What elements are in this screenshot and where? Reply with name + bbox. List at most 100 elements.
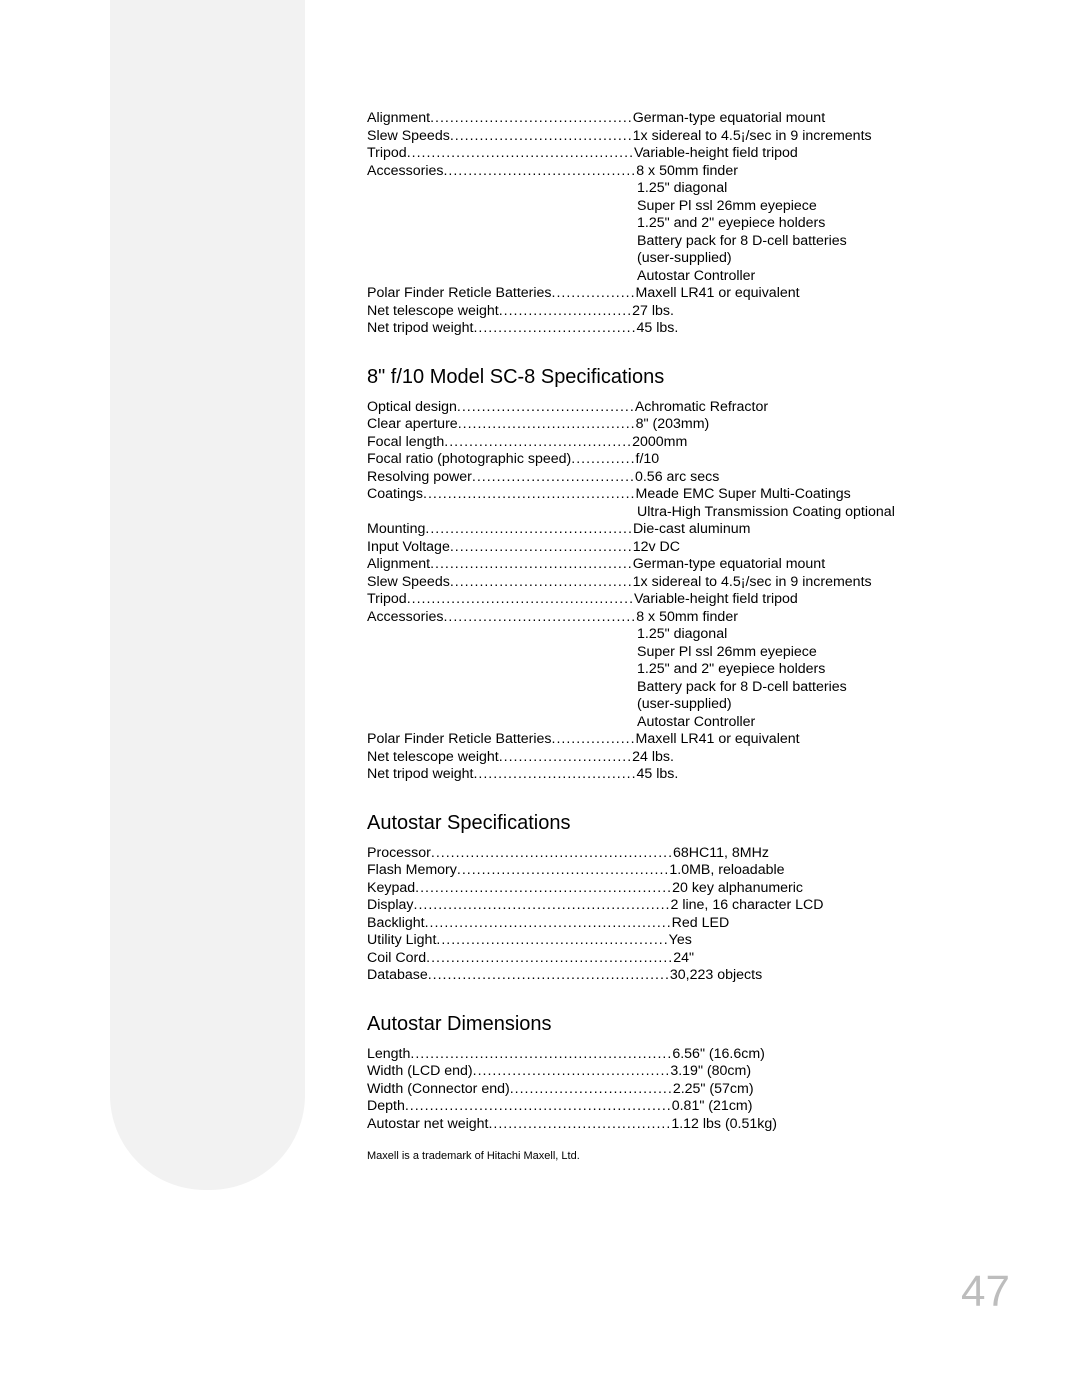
spec-label: Alignment xyxy=(367,110,430,128)
spec-value: 6.56" (16.6cm) xyxy=(672,1046,765,1064)
spec-section: 8" f/10 Model SC-8 Specifications Optical… xyxy=(367,366,1007,784)
spec-value-continuation: 1.25" and 2" eyepiece holders xyxy=(367,661,1007,679)
spec-label: Accessories xyxy=(367,609,443,627)
spec-value-continuation: (user-supplied) xyxy=(367,250,1007,268)
leader-dots: ................................. xyxy=(473,320,636,338)
spec-value-continuation: 1.25" and 2" eyepiece holders xyxy=(367,215,1007,233)
spec-value: 27 lbs. xyxy=(632,303,674,321)
spec-label: Database xyxy=(367,967,428,985)
spec-value-continuation: Battery pack for 8 D-cell batteries xyxy=(367,679,1007,697)
spec-section: Autostar Dimensions Length ..............… xyxy=(367,1013,1007,1134)
spec-value: 1x sidereal to 4.5¡/sec in 9 increments xyxy=(633,128,872,146)
spec-label: Net tripod weight xyxy=(367,766,473,784)
spec-label: Coil Cord xyxy=(367,950,426,968)
spec-value: Yes xyxy=(669,932,692,950)
leader-dots: ........................................… xyxy=(436,932,668,950)
spec-label: Focal length xyxy=(367,434,444,452)
section-title: 8" f/10 Model SC-8 Specifications xyxy=(367,366,1007,389)
page-number: 47 xyxy=(961,1267,1010,1317)
spec-row: Accessories ............................… xyxy=(367,609,1007,627)
spec-row: Width (LCD end) ........................… xyxy=(367,1063,1007,1081)
leader-dots: ................. xyxy=(552,731,636,749)
spec-value: f/10 xyxy=(636,451,660,469)
spec-label: Net telescope weight xyxy=(367,303,499,321)
spec-row: Clear aperture .........................… xyxy=(367,416,1007,434)
spec-value: 3.19" (80cm) xyxy=(670,1063,751,1081)
spec-label: Net tripod weight xyxy=(367,320,473,338)
spec-value: German-type equatorial mount xyxy=(633,556,825,574)
spec-label: Net telescope weight xyxy=(367,749,499,767)
spec-value-continuation: Super Pl ssl 26mm eyepiece xyxy=(367,644,1007,662)
spec-value: Die-cast aluminum xyxy=(633,521,750,539)
spec-value: 2.25" (57cm) xyxy=(673,1081,754,1099)
content-column: Alignment ..............................… xyxy=(367,110,1007,1161)
spec-value: 8" (203mm) xyxy=(636,416,710,434)
spec-value: 1.12 lbs (0.51kg) xyxy=(671,1116,777,1134)
spec-value: 24" xyxy=(673,950,694,968)
spec-label: Input Voltage xyxy=(367,539,450,557)
spec-value-continuation: Autostar Controller xyxy=(367,714,1007,732)
leader-dots: ........................................… xyxy=(407,591,634,609)
section-title: Autostar Specifications xyxy=(367,812,1007,835)
spec-value: 45 lbs. xyxy=(637,320,679,338)
spec-label: Tripod xyxy=(367,591,407,609)
spec-label: Tripod xyxy=(367,145,407,163)
spec-row: Input Voltage ..........................… xyxy=(367,539,1007,557)
spec-value-continuation: Autostar Controller xyxy=(367,268,1007,286)
spec-label: Depth xyxy=(367,1098,405,1116)
spec-row: Net tripod weight ......................… xyxy=(367,766,1007,784)
section-title: Autostar Dimensions xyxy=(367,1013,1007,1036)
leader-dots: ........................................… xyxy=(410,1046,672,1064)
leader-dots: ........................................… xyxy=(405,1098,672,1116)
spec-value: 2000mm xyxy=(632,434,687,452)
spec-label: Keypad xyxy=(367,880,415,898)
leader-dots: ........................................… xyxy=(423,486,636,504)
spec-label: Flash Memory xyxy=(367,862,457,880)
spec-value: 1x sidereal to 4.5¡/sec in 9 increments xyxy=(633,574,872,592)
leader-dots: ........................................… xyxy=(457,862,670,880)
spec-value-continuation: (user-supplied) xyxy=(367,696,1007,714)
spec-label: Optical design xyxy=(367,399,457,417)
spec-value-continuation: Battery pack for 8 D-cell batteries xyxy=(367,233,1007,251)
spec-label: Display xyxy=(367,897,414,915)
leader-dots: ........................................… xyxy=(407,145,634,163)
leader-dots: ................................. xyxy=(473,766,636,784)
leader-dots: ....................................... xyxy=(443,609,636,627)
leader-dots: ................................. xyxy=(510,1081,673,1099)
leader-dots: ........................................… xyxy=(428,967,670,985)
spec-row: Net tripod weight ......................… xyxy=(367,320,1007,338)
leader-dots: ........................................… xyxy=(431,845,673,863)
spec-label: Alignment xyxy=(367,556,430,574)
spec-row: Display ................................… xyxy=(367,897,1007,915)
spec-row: Polar Finder Reticle Batteries .........… xyxy=(367,731,1007,749)
leader-dots: ........................... xyxy=(499,749,632,767)
spec-value: 1.0MB, reloadable xyxy=(669,862,784,880)
leader-dots: ........................... xyxy=(499,303,632,321)
spec-value-continuation: Super Pl ssl 26mm eyepiece xyxy=(367,198,1007,216)
spec-value-continuation: 1.25" diagonal xyxy=(367,626,1007,644)
spec-label: Accessories xyxy=(367,163,443,181)
spec-label: Backlight xyxy=(367,915,425,933)
spec-value-continuation: Ultra-High Transmission Coating optional xyxy=(367,504,1007,522)
spec-section: Autostar SpecificationsProcessor .......… xyxy=(367,812,1007,985)
footnote-text: Maxell is a trademark of Hitachi Maxell,… xyxy=(367,1150,580,1162)
spec-value: 12v DC xyxy=(633,539,680,557)
spec-row: Slew Speeds ............................… xyxy=(367,574,1007,592)
spec-label: Length xyxy=(367,1046,410,1064)
spec-row: Depth ..................................… xyxy=(367,1098,1007,1116)
spec-value: Maxell LR41 or equivalent xyxy=(636,285,800,303)
spec-row: Optical design .........................… xyxy=(367,399,1007,417)
spec-label: Mounting xyxy=(367,521,425,539)
spec-value: 45 lbs. xyxy=(637,766,679,784)
spec-row: Mounting ...............................… xyxy=(367,521,1007,539)
leader-dots: ........................................… xyxy=(415,880,672,898)
spec-row: Tripod .................................… xyxy=(367,145,1007,163)
spec-value: Variable-height field tripod xyxy=(634,591,798,609)
spec-value: 0.56 arc secs xyxy=(635,469,719,487)
leader-dots: ........................................ xyxy=(473,1063,671,1081)
spec-value: 24 lbs. xyxy=(632,749,674,767)
leader-dots: ..................................... xyxy=(450,539,633,557)
spec-value: 8 x 50mm finder xyxy=(636,163,738,181)
spec-value: German-type equatorial mount xyxy=(633,110,825,128)
leader-dots: ........................................… xyxy=(426,950,673,968)
